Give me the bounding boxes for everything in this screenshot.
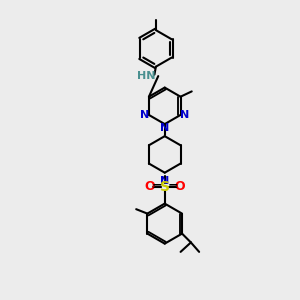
Text: =: = (168, 180, 178, 193)
Text: N: N (160, 176, 169, 186)
Text: N: N (140, 110, 150, 120)
Text: N: N (160, 123, 169, 133)
Text: S: S (160, 180, 170, 194)
Text: O: O (175, 180, 185, 193)
Text: N: N (180, 110, 189, 120)
Text: HN: HN (137, 71, 155, 81)
Text: O: O (144, 180, 155, 193)
Text: =: = (151, 180, 162, 193)
